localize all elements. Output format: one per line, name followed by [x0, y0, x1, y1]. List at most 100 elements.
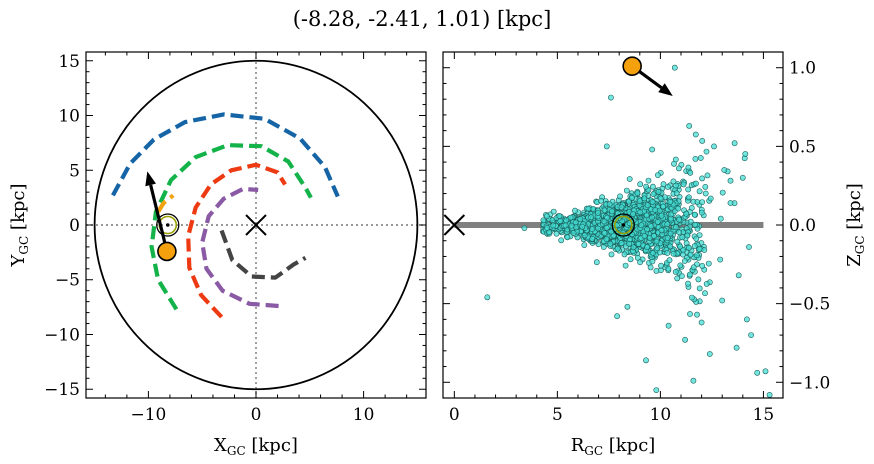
- scatter-point-810: [686, 194, 692, 201]
- scatter-point-1552: [667, 215, 674, 222]
- scatter-point-1769: [651, 233, 657, 239]
- scatter-point-1774: [595, 225, 601, 232]
- right-ticks: 0 5 10 15 −1.0 −0.5 0.0 0.5 1.0: [443, 51, 830, 425]
- scatter-point-1822: [608, 94, 614, 101]
- scatter-point-320: [685, 186, 692, 193]
- scatter-point-1833: [603, 143, 610, 150]
- right-star-marker: [622, 56, 642, 76]
- scatter-point-1616: [643, 183, 649, 190]
- scatter-point-1815: [665, 322, 672, 329]
- scatter-point-1152: [674, 238, 681, 245]
- scatter-point-1694: [641, 195, 648, 202]
- right-x-tick-label-0: 0: [449, 405, 460, 425]
- scatter-point-1752: [637, 209, 644, 216]
- scatter-point-1653: [618, 240, 625, 246]
- scatter-point-1406: [665, 265, 672, 272]
- scatter-point-1386: [606, 201, 613, 208]
- scatter-point-1668: [544, 225, 550, 231]
- scatter-point-1681: [585, 205, 592, 212]
- scatter-point-1830: [643, 357, 649, 364]
- scatter-point-1796: [638, 222, 645, 229]
- scatter-point-1814: [682, 336, 688, 343]
- scatter-point-224: [655, 172, 661, 178]
- scatter-point-1285: [717, 215, 724, 222]
- scatter-point-1800: [484, 294, 491, 301]
- scatter-point-808: [692, 221, 698, 228]
- scatter-point-1760: [607, 240, 614, 247]
- scatter-point-1578: [544, 213, 550, 220]
- scatter-point-1675: [653, 238, 660, 245]
- scatter-point-1717: [742, 151, 749, 157]
- right-x-tick-label-2: 10: [650, 405, 672, 425]
- scatter-point-1811: [614, 313, 620, 320]
- scatter-point-1804: [754, 369, 761, 376]
- scatter-point-1383: [690, 198, 697, 205]
- scatter-point-1831: [624, 303, 631, 310]
- scatter-point-967: [608, 251, 615, 258]
- scatter-point-1458: [664, 250, 671, 256]
- scatter-point-1759: [603, 236, 610, 242]
- scatter-point-1583: [629, 194, 635, 201]
- scatter-point-1607: [664, 221, 671, 228]
- scatter-point-321: [558, 237, 565, 244]
- scatter-point-1609: [658, 212, 665, 219]
- spiral-arm-3: [186, 162, 287, 319]
- scatter-point-1274: [681, 258, 688, 264]
- left-x-tick-label-0: −10: [130, 405, 166, 425]
- scatter-point-1155: [598, 197, 604, 204]
- right-y-axis-label: ZGC [kpc]: [844, 183, 867, 267]
- scatter-point-445: [622, 262, 629, 269]
- left-y-tick-label-0: −15: [44, 380, 80, 400]
- scatter-point-1464: [673, 224, 679, 230]
- scatter-point-1020: [695, 276, 702, 283]
- scatter-point-29: [727, 177, 734, 184]
- spiral-arm-4: [200, 186, 279, 309]
- scatter-point-1832: [671, 64, 678, 71]
- scatter-point-1816: [711, 143, 717, 150]
- scatter-point-1794: [588, 214, 595, 221]
- scatter-point-1782: [699, 209, 705, 216]
- scatter-point-1729: [589, 226, 596, 232]
- left-y-tick-label-3: 0: [69, 216, 80, 236]
- scatter-point-1818: [721, 167, 728, 173]
- right-y-tick-label-4: 1.0: [789, 59, 816, 79]
- scatter-point-977: [699, 262, 706, 269]
- scatter-point-1772: [595, 209, 601, 216]
- scatter-point-1311: [672, 268, 679, 275]
- scatter-point-1498: [703, 280, 710, 287]
- left-star-marker: [157, 241, 177, 262]
- scatter-point-666: [696, 188, 703, 195]
- scatter-point-1691: [677, 243, 683, 250]
- scatter-point-1161: [679, 273, 685, 279]
- scatter-point-945: [686, 244, 692, 251]
- left-x-axis-label: XGC [kpc]: [214, 435, 298, 458]
- scatter-point-1713: [621, 251, 628, 258]
- scatter-point-549: [699, 199, 705, 205]
- scatter-point-1770: [601, 230, 608, 237]
- scatter-point-1817: [731, 140, 738, 147]
- scatter-point-1665: [670, 178, 677, 185]
- scatter-point-1766: [654, 245, 661, 251]
- scatter-point-1705: [562, 222, 569, 229]
- scatter-point-1661: [653, 267, 660, 274]
- scatter-point-1805: [762, 368, 769, 375]
- scatter-point-1722: [636, 198, 643, 204]
- right-y-tick-label-0: −1.0: [789, 373, 830, 393]
- scatter-point-1742: [618, 204, 625, 211]
- scatter-point-1079: [687, 218, 694, 225]
- right-galactic-center-marker: [443, 214, 466, 236]
- left-y-tick-label-2: −5: [55, 271, 80, 291]
- scatter-point-1591: [690, 264, 697, 271]
- scatter-point-951: [625, 198, 632, 205]
- scatter-point-1701: [648, 223, 654, 230]
- scatter-point-1790: [664, 234, 671, 241]
- scatter-point-1290: [675, 205, 682, 212]
- scatter-point-1756: [581, 232, 588, 239]
- right-x-tick-label-3: 15: [753, 405, 775, 425]
- spiral-arm-6: [156, 193, 175, 213]
- scatter-point-1619: [657, 249, 663, 256]
- spiral-arm-5: [219, 229, 307, 280]
- scatter-point-1727: [609, 208, 615, 215]
- scatter-point-1779: [604, 214, 611, 221]
- scatter-point-1574: [699, 175, 705, 182]
